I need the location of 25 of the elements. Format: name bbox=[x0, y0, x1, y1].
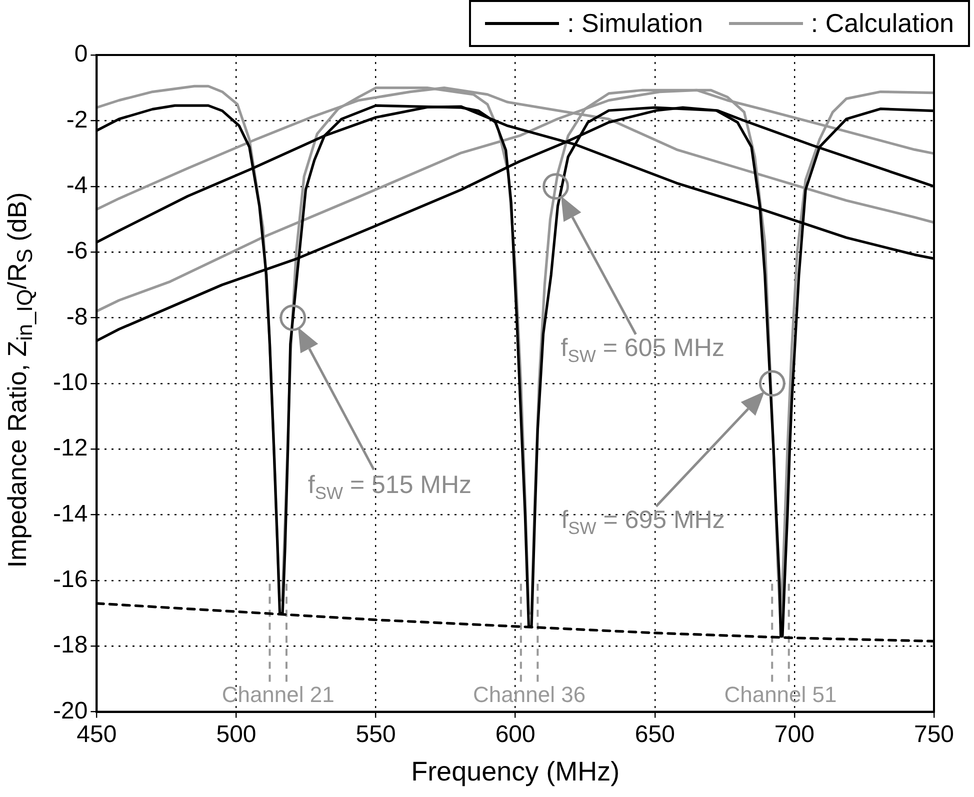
ref-line-label: Channel 21 bbox=[222, 682, 334, 707]
x-tick-label: 500 bbox=[216, 720, 256, 748]
y-tick-label: -4 bbox=[66, 172, 88, 199]
legend-label: : Calculation bbox=[810, 8, 954, 39]
x-tick-label: 550 bbox=[356, 720, 396, 748]
x-tick-label: 700 bbox=[774, 720, 814, 748]
y-tick-label: -18 bbox=[53, 632, 88, 659]
annotation: f$_{SW}$ = 695 MHz bbox=[561, 506, 725, 538]
x-axis-title: Frequency (MHz) bbox=[411, 756, 620, 786]
x-tick-label: 600 bbox=[495, 720, 536, 748]
y-tick-label: -14 bbox=[53, 500, 88, 528]
annotation: f$_{SW}$ = 515 MHz bbox=[308, 470, 472, 503]
x-tick-label: 750 bbox=[914, 720, 954, 748]
y-tick-label: -6 bbox=[66, 238, 88, 265]
y-tick-label: -2 bbox=[66, 106, 88, 134]
ref-line-label: Channel 51 bbox=[724, 682, 837, 707]
y-tick-label: 0 bbox=[74, 40, 88, 68]
y-tick-label: -16 bbox=[53, 566, 88, 594]
y-tick-label: -12 bbox=[53, 434, 88, 462]
y-tick-label: -8 bbox=[66, 303, 88, 330]
ref-line-label: Channel 36 bbox=[473, 682, 586, 707]
legend-label: : Simulation bbox=[567, 8, 703, 39]
x-tick-label: 650 bbox=[634, 720, 675, 748]
annotation: f$_{SW}$ = 605 MHz bbox=[560, 334, 724, 366]
y-tick-label: -10 bbox=[53, 369, 88, 396]
